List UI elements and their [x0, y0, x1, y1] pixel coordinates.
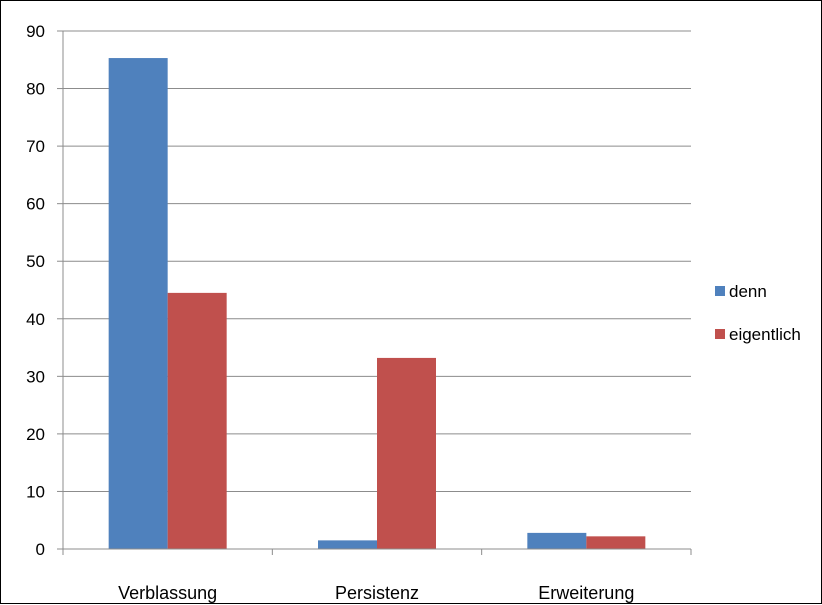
y-tick-label: 60	[26, 195, 45, 214]
y-tick-label: 70	[26, 137, 45, 156]
bar-eigentlich-erweiterung	[586, 536, 646, 549]
y-tick-label: 90	[26, 22, 45, 41]
bar-eigentlich-persistenz	[377, 357, 436, 549]
bars	[108, 58, 646, 549]
y-tick-label: 20	[26, 425, 45, 444]
bar-denn-persistenz	[318, 540, 377, 549]
axes	[57, 30, 692, 555]
legend-label: eigentlich	[729, 325, 801, 344]
category-label: Persistenz	[335, 583, 419, 603]
category-label: Verblassung	[118, 583, 217, 603]
y-tick-label: 40	[26, 310, 45, 329]
category-label: Erweiterung	[538, 583, 634, 603]
legend: denn eigentlich	[715, 282, 801, 344]
bar-eigentlich-verblassung	[167, 292, 227, 549]
bar-denn-verblassung	[108, 58, 168, 549]
y-tick-label: 0	[36, 540, 45, 559]
y-tick-label: 10	[26, 482, 45, 501]
bar-denn-erweiterung	[527, 532, 587, 549]
legend-swatch-denn	[715, 286, 725, 296]
legend-swatch-eigentlich	[715, 329, 725, 339]
y-tick-label: 30	[26, 367, 45, 386]
category-labels: Verblassung Persistenz Erweiterung	[118, 583, 634, 603]
legend-label: denn	[729, 282, 767, 301]
y-tick-labels: 0 10 20 30 40 50 60 70 80 90	[26, 22, 45, 559]
y-tick-label: 80	[26, 80, 45, 99]
y-tick-label: 50	[26, 252, 45, 271]
